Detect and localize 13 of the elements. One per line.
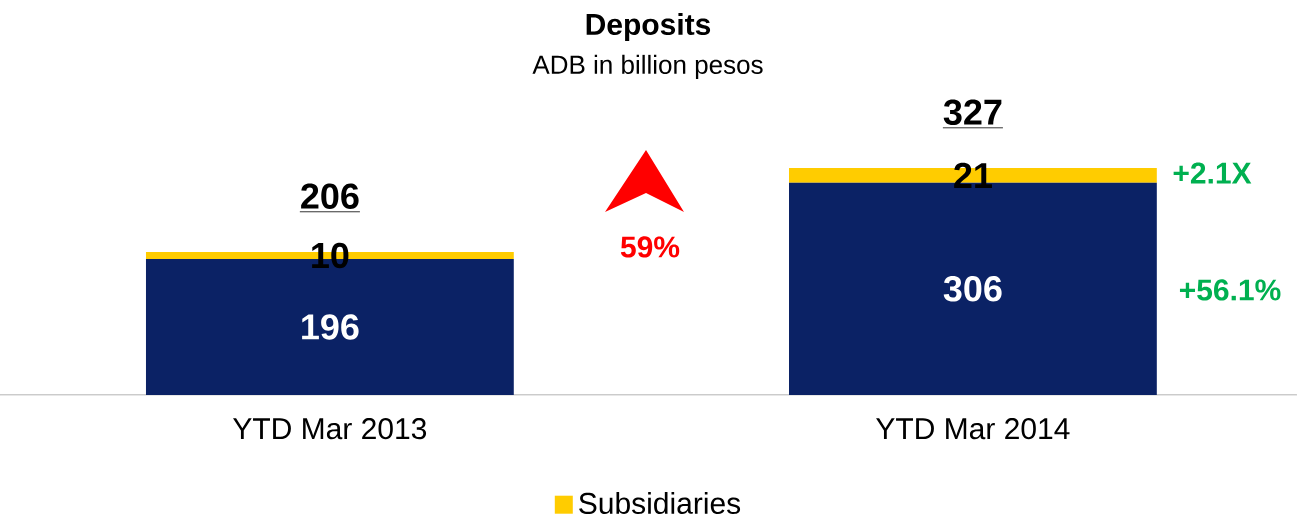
total-label: 206 <box>301 183 359 209</box>
annotation: +56.1% <box>1179 279 1281 301</box>
x-tick-label: YTD Mar 2014 <box>876 418 1070 440</box>
legend-label: Subsidiaries <box>579 491 741 514</box>
data-label: 306 <box>943 276 1002 302</box>
x-tick-label: YTD Mar 2013 <box>233 418 427 440</box>
chart-subtitle: ADB in billion pesos <box>532 54 763 80</box>
annotation: 59% <box>620 236 680 258</box>
data-label: 21 <box>954 162 992 188</box>
total-label: 327 <box>943 99 1002 126</box>
annotation: +2.1X <box>1173 162 1252 184</box>
chart-title: Deposits <box>586 13 711 41</box>
data-label: 196 <box>302 314 359 340</box>
